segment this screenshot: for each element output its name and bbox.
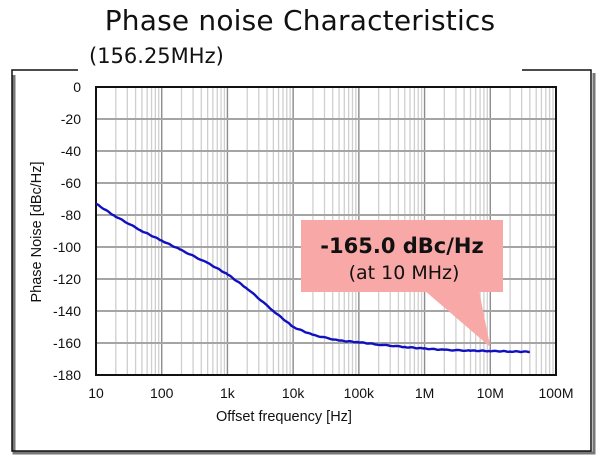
- x-tick-label: 10k: [282, 385, 306, 401]
- annotation-callout: -165.0 dBc/Hz (at 10 MHz): [301, 220, 503, 347]
- outer-frame: [11, 69, 596, 455]
- y-tick-label: -20: [61, 111, 81, 127]
- y-tick-label: -100: [53, 239, 81, 255]
- y-tick-label: -140: [53, 303, 81, 319]
- plot-area-border: [95, 86, 557, 376]
- y-tick-labels: 0 -20 -40 -60 -80 -100 -120 -140 -160 -180: [53, 79, 81, 383]
- x-tick-labels: 10 100 1k 10k 100k 1M 10M 100M: [88, 385, 573, 401]
- x-tick-label: 10M: [477, 385, 504, 401]
- series-group: [95, 202, 530, 354]
- x-tick-label: 10: [88, 385, 104, 401]
- y-tick-label: -120: [53, 271, 81, 287]
- y-tick-label: -80: [61, 207, 81, 223]
- chart-subtitle: (156.25MHz): [89, 44, 224, 68]
- x-tick-label: 100: [150, 385, 174, 401]
- x-tick-label: 1M: [415, 385, 434, 401]
- y-tick-label: -40: [61, 143, 81, 159]
- x-axis-label: Offset frequency [Hz]: [216, 409, 352, 425]
- x-tick-label: 100k: [344, 385, 375, 401]
- frame-shadow: [12, 73, 596, 455]
- callout-value: -165.0 dBc/Hz: [320, 234, 483, 258]
- y-tick-label: -160: [53, 335, 81, 351]
- y-axis-label: Phase Noise [dBc/Hz]: [29, 161, 45, 302]
- chart-title: Phase noise Characteristics: [104, 4, 496, 37]
- y-tick-label: -60: [61, 175, 81, 191]
- callout-frequency: (at 10 MHz): [349, 262, 460, 284]
- y-tick-label: -180: [53, 367, 81, 383]
- x-tick-label: 100M: [538, 385, 573, 401]
- series-line-phase-noise: [95, 202, 530, 354]
- minor-grid: [115, 87, 554, 375]
- frame-border: [11, 69, 592, 452]
- callout-bubble: [301, 220, 503, 347]
- y-tick-label: 0: [73, 79, 81, 95]
- x-tick-label: 1k: [220, 385, 236, 401]
